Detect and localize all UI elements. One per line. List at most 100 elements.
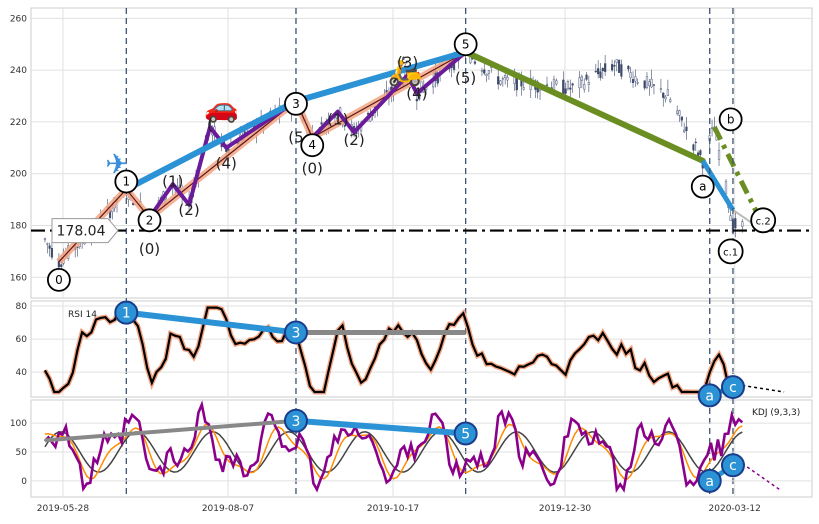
- kdj-annotation-label: 5: [461, 426, 470, 442]
- candle-body: [585, 74, 588, 80]
- candle-body: [587, 82, 590, 85]
- rsi-y-tick-label: 40: [16, 368, 28, 378]
- candle-body: [501, 78, 504, 80]
- x-tick-label: 2020-03-12: [709, 504, 761, 514]
- candle-body: [60, 264, 63, 267]
- kdj-projection: [741, 462, 780, 491]
- wave-label-circle: [137, 208, 162, 233]
- candle-body: [597, 68, 600, 75]
- current-price-tag: 178.04: [51, 218, 119, 244]
- kdj-annotation-label: 3: [292, 414, 301, 430]
- candle-body: [683, 129, 686, 133]
- candle-body: [659, 88, 663, 90]
- kdj-annotation-circle: [720, 453, 745, 478]
- candle-body: [599, 71, 602, 78]
- scooter-icon: 🛵: [388, 55, 423, 88]
- wave-label: (5): [455, 69, 476, 87]
- candle-body: [571, 83, 574, 86]
- candle-body: [620, 64, 623, 77]
- wave-label: (1): [327, 110, 348, 128]
- kdj-panel-label: KDJ (9,3,3): [752, 408, 800, 418]
- correction-blue-segment: [700, 159, 736, 212]
- kdj-annotation-circle: [283, 408, 308, 433]
- price-y-tick-label: 240: [10, 66, 27, 76]
- wave-label: (0): [302, 160, 323, 178]
- wave-label: (1): [162, 172, 183, 190]
- rsi-annotation-circle: [283, 320, 308, 345]
- candle-body: [662, 92, 665, 98]
- wave-thin-trace: [58, 51, 466, 263]
- candle-body: [636, 82, 639, 84]
- kdj-divergence-blue: [295, 417, 466, 437]
- candle-body: [552, 79, 556, 91]
- wave-label: (5: [288, 128, 303, 146]
- kdj-divergence-grey: [44, 418, 297, 443]
- wave-label-circle: [114, 169, 139, 194]
- candle-body: [629, 72, 632, 78]
- kdj-annotation-circle: [453, 421, 478, 446]
- candle-body: [645, 76, 649, 88]
- candle-body: [615, 59, 618, 63]
- candle-body: [555, 80, 558, 85]
- x-tick-label: 2019-10-17: [367, 504, 419, 514]
- candle-body: [741, 221, 744, 227]
- candle-body: [43, 238, 47, 241]
- candle-body: [522, 87, 525, 90]
- rsi-divergence-blue: [125, 309, 297, 336]
- correction-c2-dash: [712, 125, 766, 227]
- candle-body: [631, 78, 635, 84]
- price-y-tick-label: 260: [10, 14, 27, 24]
- price-y-tick-label: 180: [10, 222, 27, 232]
- candle-body: [566, 81, 570, 90]
- candle-body: [680, 116, 683, 121]
- candle-body: [487, 70, 491, 74]
- wave-label: (2): [178, 201, 199, 219]
- candle-body: [473, 61, 477, 64]
- wave-label-circle: [690, 174, 715, 199]
- price-y-tick-label: 200: [10, 170, 27, 180]
- candle-body: [627, 65, 630, 70]
- price-y-tick-label: 160: [10, 273, 27, 283]
- candle-body: [717, 150, 721, 160]
- price-y-tick-label: 220: [10, 118, 27, 128]
- wave-label-circle: [750, 207, 777, 234]
- candle-body: [648, 81, 651, 86]
- candle-body: [499, 80, 502, 85]
- candle-body: [604, 63, 607, 72]
- candle-body: [562, 79, 565, 94]
- rsi-panel-label: RSI 14: [68, 310, 97, 320]
- candle-body: [545, 84, 549, 86]
- wave-purple-2: [310, 50, 467, 139]
- candle-body: [650, 78, 653, 88]
- wave-label: 4: [308, 138, 316, 152]
- candle-body: [336, 115, 339, 119]
- rsi-annotation-label: 1: [122, 306, 131, 322]
- kdj-annotation-label: c: [729, 458, 737, 474]
- rsi-annotation-label: 3: [292, 325, 301, 341]
- wave-label-circle: [284, 91, 308, 116]
- candle-body: [504, 75, 507, 78]
- wave-label: c.2: [756, 216, 771, 227]
- candle-body: [578, 77, 581, 89]
- kdj-y-tick-label: 50: [16, 448, 28, 458]
- candle-body: [685, 126, 688, 131]
- car-icon: 🚗: [204, 91, 239, 124]
- candle-body: [669, 99, 672, 102]
- candle-body: [583, 84, 586, 90]
- wave-label: (: [207, 116, 213, 134]
- candle-body: [601, 68, 604, 72]
- candle-body: [666, 89, 669, 97]
- kdj-y-tick-label: 100: [10, 419, 27, 429]
- current-price-label: 178.04: [57, 224, 106, 240]
- wave-label: (2): [343, 131, 364, 149]
- candle-body: [594, 70, 597, 73]
- wave-label-circle: [718, 107, 743, 132]
- candle-body: [46, 243, 49, 245]
- candle-body: [678, 110, 681, 116]
- candle-body: [613, 64, 616, 67]
- candle-body: [734, 218, 737, 229]
- candle-body: [580, 76, 583, 81]
- wave-label: (4): [216, 154, 237, 172]
- candle-body: [497, 76, 500, 85]
